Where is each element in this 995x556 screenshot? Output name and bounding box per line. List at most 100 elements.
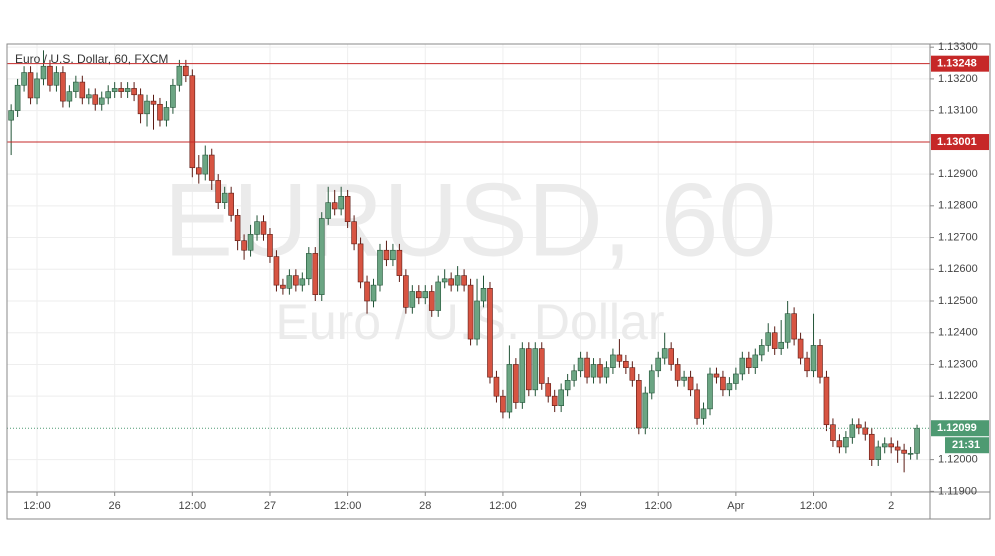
candle-body <box>868 433 875 460</box>
candle-body <box>487 288 493 378</box>
candle-body <box>377 249 383 286</box>
candle-body <box>351 221 357 245</box>
candle-body <box>758 345 765 356</box>
candle-body <box>124 88 131 92</box>
candle-body <box>551 395 558 406</box>
candle-body <box>202 154 209 175</box>
candle-body <box>34 78 40 99</box>
x-tick-label: 29 <box>574 500 586 512</box>
candle-body <box>208 154 215 181</box>
candle-body <box>370 284 377 302</box>
candle-body <box>771 332 778 349</box>
candle-body <box>791 313 797 340</box>
candle-body <box>823 376 830 426</box>
candle-body <box>428 291 435 311</box>
candle-body <box>700 408 707 419</box>
candle-body <box>293 275 299 286</box>
last-price-box <box>931 420 989 437</box>
candle-body <box>629 367 636 381</box>
candle-body <box>655 357 662 372</box>
x-tick-label: 26 <box>109 500 121 512</box>
candle-body <box>907 452 914 455</box>
candle-body <box>325 202 332 219</box>
y-tick-label: 1.12200 <box>938 390 978 402</box>
candle-body <box>157 103 163 121</box>
x-tick-label: 28 <box>419 500 431 512</box>
candle-body <box>8 110 14 121</box>
candle-body <box>610 354 616 368</box>
candle-body <box>474 300 480 340</box>
price-label: 1.13248 <box>937 58 977 70</box>
candle-body <box>435 281 442 311</box>
candle-body <box>577 357 584 372</box>
candle-body <box>849 424 856 438</box>
candle-body <box>797 338 804 359</box>
candle-body <box>493 376 500 397</box>
x-tick-label: 12:00 <box>800 500 828 512</box>
candle-body <box>901 449 907 454</box>
candle-body <box>720 376 726 391</box>
candle-body <box>416 291 422 299</box>
candle-body <box>66 91 73 102</box>
candle-body <box>888 443 894 448</box>
candle-body <box>247 234 254 251</box>
candle-body <box>538 348 545 384</box>
candle-body <box>254 221 260 235</box>
candle-body <box>273 256 280 286</box>
candle-body <box>111 88 118 92</box>
candle-body <box>519 348 526 403</box>
candle-body <box>862 427 869 435</box>
candle-body <box>681 376 687 381</box>
candle-body <box>150 100 157 105</box>
candle-body <box>752 354 759 368</box>
candle-body <box>390 249 396 261</box>
countdown: 21:31 <box>952 439 980 451</box>
candle-body <box>526 348 532 391</box>
candle-body <box>14 84 21 111</box>
candle-body <box>92 94 99 105</box>
candle-body <box>875 446 882 460</box>
candle-body <box>163 107 170 121</box>
candle-body <box>707 373 713 410</box>
candle-body <box>914 427 920 454</box>
candle-body <box>830 424 836 441</box>
overlay <box>7 63 930 429</box>
chart-title: Euro / U.S. Dollar, 60, FXCM <box>15 52 168 66</box>
candle-body <box>98 97 105 105</box>
candles <box>8 50 920 473</box>
candle-body <box>118 88 124 92</box>
candle-body <box>448 278 454 286</box>
candle-body <box>131 88 137 96</box>
candle-body <box>500 395 506 413</box>
price-label-box <box>931 134 989 151</box>
candle-body <box>403 275 409 308</box>
candle-body <box>189 75 196 169</box>
candle-body <box>894 446 901 451</box>
candle-body <box>603 367 610 378</box>
y-tick-label: 1.12400 <box>938 327 978 339</box>
candle-body <box>661 348 668 359</box>
candle-body <box>804 357 810 372</box>
candle-body <box>396 249 403 276</box>
candle-body <box>53 72 60 86</box>
candle-body <box>60 72 66 102</box>
candle-body <box>331 202 338 210</box>
candle-body <box>215 180 222 203</box>
price-label: 1.13001 <box>937 136 977 148</box>
candle-body <box>183 65 189 77</box>
y-tick-label: 1.12600 <box>938 263 978 275</box>
candle-body <box>642 392 649 429</box>
candle-body <box>241 240 247 251</box>
candle-body <box>545 383 552 397</box>
candle-body <box>817 345 823 378</box>
candle-body <box>383 249 390 261</box>
candle-body <box>461 275 467 286</box>
candle-body <box>344 195 351 222</box>
candle-body <box>513 364 519 403</box>
candle-body <box>765 332 772 346</box>
candle-body <box>739 357 746 375</box>
candle-body <box>260 221 267 235</box>
candle-body <box>674 364 681 381</box>
candle-body <box>364 281 370 302</box>
